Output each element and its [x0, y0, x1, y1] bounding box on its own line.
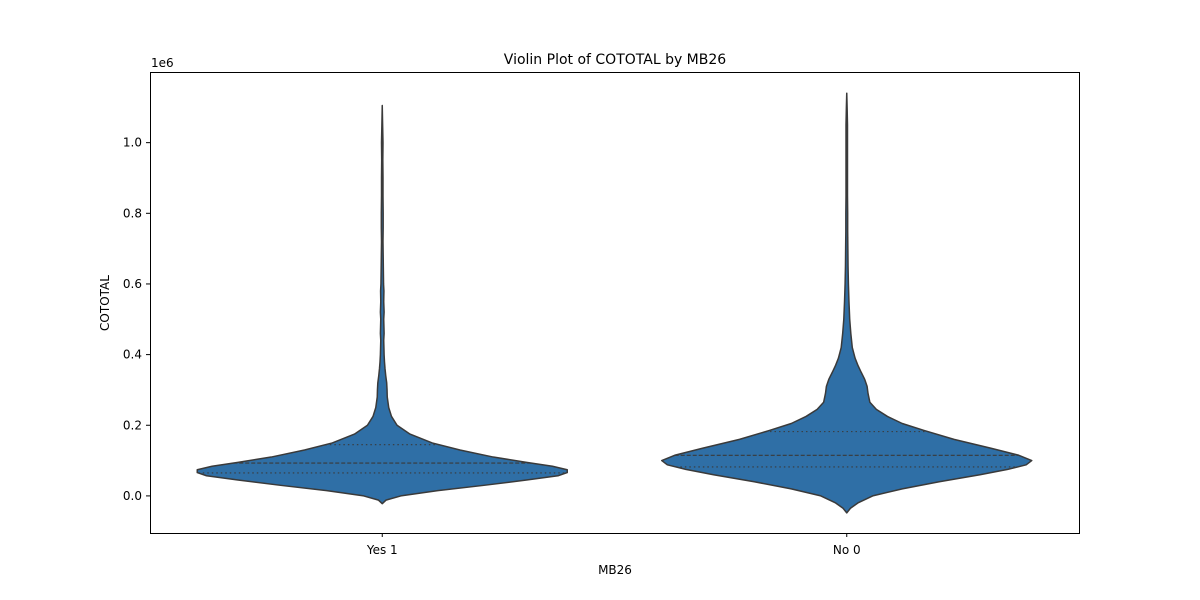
x-tick-label: No 0 — [833, 543, 861, 557]
y-tick-label: 1.0 — [123, 136, 142, 150]
x-axis-ticks: Yes 1 No 0 — [366, 533, 861, 557]
y-tick-label: 0.2 — [123, 418, 142, 432]
x-tick-label: Yes 1 — [366, 543, 398, 557]
y-axis-ticks: 0.0 0.2 0.4 0.6 0.8 1.0 — [123, 136, 150, 503]
violin-1 — [196, 104, 568, 505]
y-axis-offset-label: 1e6 — [151, 56, 174, 70]
violin-body — [196, 104, 568, 505]
y-tick-label: 0.0 — [123, 489, 142, 503]
x-axis-label: MB26 — [598, 563, 632, 577]
y-axis-label: COTOTAL — [98, 275, 112, 331]
violins-layer — [196, 92, 1033, 514]
y-tick-label: 0.4 — [123, 348, 142, 362]
violin-body — [661, 92, 1033, 514]
violin-2 — [661, 92, 1033, 514]
chart-title: Violin Plot of COTOTAL by MB26 — [504, 52, 726, 68]
plot-frame — [150, 72, 1080, 534]
y-tick-label: 0.6 — [123, 277, 142, 291]
y-tick-label: 0.8 — [123, 206, 142, 220]
